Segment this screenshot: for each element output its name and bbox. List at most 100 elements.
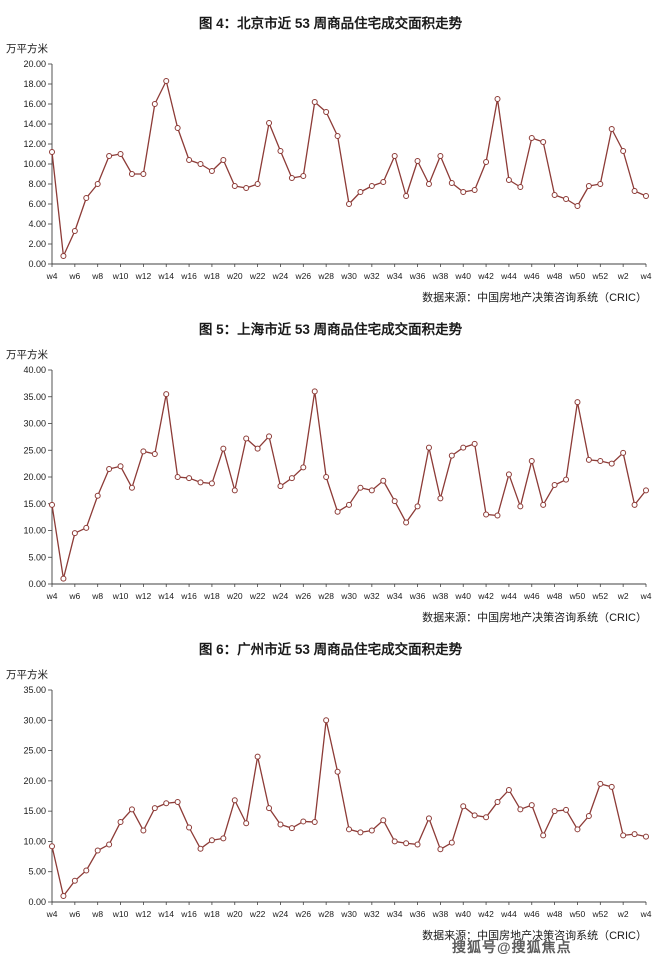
data-point: [494, 799, 501, 806]
data-point: [49, 149, 55, 155]
data-point: [117, 151, 124, 157]
data-point: [151, 101, 158, 107]
x-tick-label: w18: [203, 591, 220, 601]
data-point: [288, 475, 295, 482]
data-point: [597, 780, 604, 787]
x-tick-label: w28: [317, 591, 334, 601]
data-point: [483, 814, 490, 821]
data-point: [643, 487, 649, 494]
data-point: [597, 181, 604, 187]
data-point: [414, 158, 421, 164]
x-tick-label: w42: [477, 909, 494, 919]
x-tick-label: w36: [409, 271, 426, 281]
series-line: [51, 80, 647, 257]
y-axis-unit-label: 万平方米: [6, 349, 48, 361]
data-point: [357, 829, 364, 836]
data-point: [266, 433, 273, 440]
data-point: [277, 483, 284, 490]
x-tick-label: w14: [157, 909, 174, 919]
data-point: [288, 825, 295, 832]
data-point: [425, 181, 432, 187]
data-point: [288, 175, 295, 181]
data-point: [563, 476, 570, 483]
data-point: [254, 753, 261, 760]
data-point: [346, 201, 352, 207]
data-point: [620, 148, 627, 154]
y-tick-label: 35.00: [23, 685, 46, 695]
data-point: [311, 819, 318, 826]
data-point: [631, 831, 638, 838]
data-point: [368, 827, 375, 834]
data-point: [563, 196, 570, 202]
data-point: [254, 181, 261, 187]
x-tick-label: w10: [112, 591, 129, 601]
y-tick-label: 40.00: [23, 365, 46, 375]
data-point: [437, 153, 444, 159]
data-point: [140, 448, 147, 455]
data-point: [151, 805, 158, 812]
x-tick-label: w2: [617, 271, 629, 281]
chart-canvas-beijing: 0.00 2.00 4.00 6.00 8.00 10.00 12.00 14.00 16.00…: [23, 59, 651, 281]
x-tick-label: w36: [409, 909, 426, 919]
y-tick-label: 10.00: [23, 526, 46, 536]
data-point: [620, 832, 627, 839]
data-point: [231, 797, 238, 804]
x-tick-label: w34: [386, 591, 403, 601]
data-point: [94, 847, 101, 854]
x-tick-label: w30: [340, 591, 357, 601]
x-tick-label: w12: [135, 909, 152, 919]
data-source-text: 数据来源：中国房地产决策咨询系统（CRIC）: [422, 612, 647, 624]
y-tick-label: 0.00: [28, 579, 46, 589]
y-tick-label: 6.00: [28, 199, 46, 209]
x-tick-label: w20: [226, 909, 243, 919]
y-tick-label: 12.00: [23, 139, 46, 149]
data-point: [140, 171, 147, 177]
data-point: [254, 445, 261, 452]
data-point: [460, 444, 467, 451]
data-point: [106, 465, 113, 472]
data-point: [83, 867, 90, 874]
data-point: [346, 826, 352, 833]
data-point: [574, 203, 581, 209]
data-point: [563, 806, 570, 813]
y-tick-label: 5.00: [28, 552, 46, 562]
x-tick-label: w40: [454, 591, 471, 601]
chart-canvas-guangzhou: 0.00 5.00 10.00 15.00 20.00 25.00 30.00 35.00 w4…: [23, 685, 651, 919]
data-point: [174, 799, 181, 806]
x-tick-label: w8: [91, 909, 103, 919]
data-point: [517, 503, 524, 510]
data-point: [471, 187, 478, 193]
data-point: [437, 495, 444, 502]
y-axis-unit-label: 万平方米: [6, 43, 48, 55]
data-point: [494, 512, 501, 519]
x-tick-label: w22: [249, 271, 266, 281]
data-point: [425, 444, 432, 451]
data-point: [608, 783, 615, 790]
data-point: [403, 840, 410, 847]
data-point: [106, 153, 113, 159]
chart-section-guangzhou: 图 6：广州市近 53 周商品住宅成交面积走势 万平方米 0.00 5.00 10.…: [0, 626, 661, 944]
data-point: [380, 477, 387, 484]
x-tick-label: w38: [432, 909, 449, 919]
data-point: [483, 511, 490, 518]
x-tick-label: w2: [617, 909, 629, 919]
x-tick-label: w12: [135, 591, 152, 601]
y-tick-label: 16.00: [23, 99, 46, 109]
data-point: [163, 78, 170, 84]
data-point: [311, 388, 318, 395]
data-point: [49, 501, 55, 508]
data-point: [608, 460, 615, 467]
data-point: [300, 464, 307, 471]
y-tick-label: 20.00: [23, 776, 46, 786]
data-point: [186, 824, 193, 831]
data-source-text: 数据来源：中国房地产决策咨询系统（CRIC）: [422, 930, 647, 942]
data-point: [448, 452, 455, 459]
data-point: [585, 812, 592, 819]
data-point: [186, 475, 193, 482]
x-tick-label: w14: [157, 591, 174, 601]
data-point: [414, 503, 421, 510]
data-point: [174, 474, 181, 480]
data-point: [334, 508, 341, 515]
data-point: [60, 575, 67, 582]
